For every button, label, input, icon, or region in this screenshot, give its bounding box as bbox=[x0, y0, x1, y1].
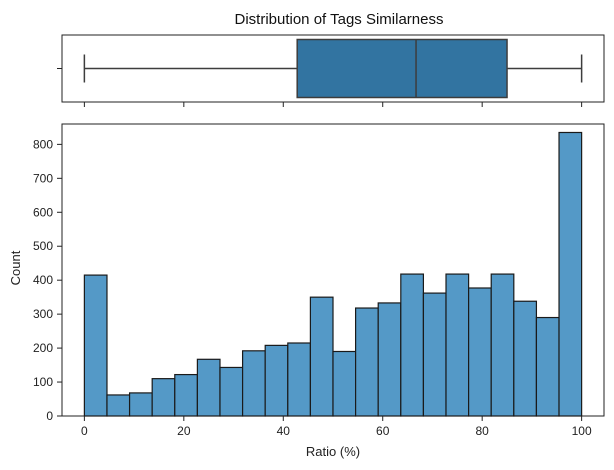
y-tick-label: 200 bbox=[33, 341, 53, 355]
histogram-bar bbox=[354, 307, 379, 417]
histogram-bar bbox=[264, 344, 289, 417]
histogram-bar bbox=[513, 300, 538, 417]
x-tick-label: 80 bbox=[475, 424, 489, 438]
histogram-bar bbox=[535, 316, 560, 417]
histogram-bar bbox=[490, 273, 515, 417]
histogram-bar bbox=[287, 342, 311, 417]
histogram-bar bbox=[241, 350, 266, 417]
x-axis-label: Ratio (%) bbox=[306, 444, 360, 459]
histogram-bar bbox=[151, 378, 176, 417]
x-tick-label: 100 bbox=[572, 424, 592, 438]
y-tick-label: 600 bbox=[33, 205, 53, 219]
histogram-bar bbox=[174, 373, 198, 417]
histogram-bar bbox=[558, 131, 583, 417]
x-tick-label: 60 bbox=[376, 424, 390, 438]
y-tick-label: 0 bbox=[46, 409, 53, 423]
histogram-bar bbox=[445, 273, 470, 417]
y-tick-label: 300 bbox=[33, 307, 53, 321]
chart-title: Distribution of Tags Similarness bbox=[235, 11, 444, 28]
histogram-bar bbox=[196, 358, 221, 417]
histogram-bar bbox=[219, 366, 244, 417]
y-tick-label: 800 bbox=[33, 137, 53, 151]
y-tick-label: 700 bbox=[33, 171, 53, 185]
x-tick-label: 0 bbox=[81, 424, 88, 438]
x-tick-label: 20 bbox=[177, 424, 191, 438]
histogram-panel: 0 20 40 60 80 100 0 100 200 300 400 500 600 700 800 bbox=[33, 123, 605, 438]
y-tick-label: 400 bbox=[33, 273, 53, 287]
histogram-bar bbox=[377, 302, 402, 417]
histogram-bar bbox=[128, 392, 153, 417]
histogram-bar bbox=[332, 350, 357, 417]
histogram-bar bbox=[106, 394, 131, 417]
box-iqr bbox=[296, 38, 508, 99]
histogram-bar bbox=[400, 273, 425, 417]
y-tick-label: 100 bbox=[33, 375, 53, 389]
histogram-bar bbox=[309, 296, 334, 417]
histogram-bar bbox=[422, 292, 447, 417]
histogram-bar bbox=[468, 287, 492, 417]
boxplot-panel bbox=[57, 34, 605, 107]
y-tick-label: 500 bbox=[33, 239, 53, 253]
histogram-bar bbox=[83, 274, 108, 417]
y-axis-label: Count bbox=[8, 250, 23, 285]
x-tick-label: 40 bbox=[277, 424, 291, 438]
